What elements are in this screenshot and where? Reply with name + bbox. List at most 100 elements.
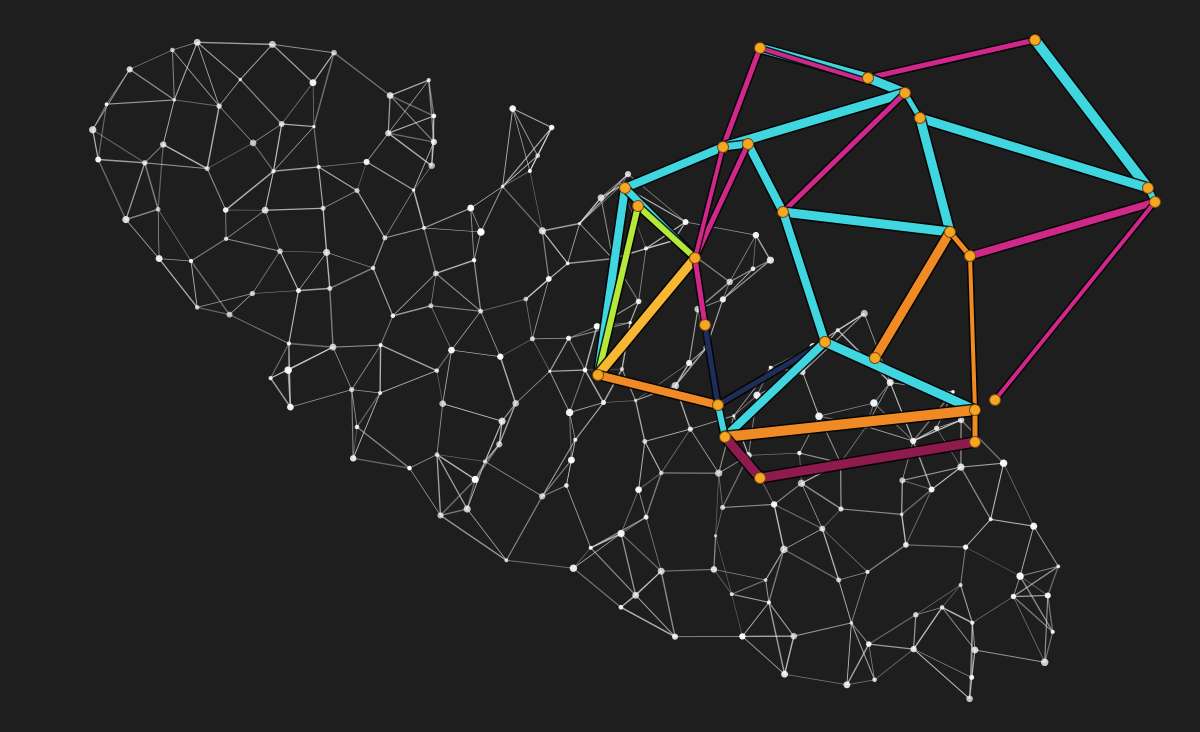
polyhedron-edge	[966, 198, 1159, 260]
mesh-edge	[742, 636, 785, 675]
mesh-edge	[584, 369, 605, 403]
polyhedron-edge	[635, 203, 698, 261]
mesh-edge	[532, 338, 551, 372]
mesh-node	[797, 450, 802, 456]
mesh-edge	[584, 326, 598, 371]
mesh-node	[478, 308, 484, 314]
mesh-edge	[298, 252, 327, 291]
mesh-edge	[129, 49, 173, 70]
mesh-edge	[172, 41, 198, 51]
mesh-node	[527, 169, 532, 173]
mesh-node	[835, 328, 840, 333]
mesh-node	[928, 486, 935, 493]
mesh-edge	[206, 168, 227, 211]
mesh-edge	[567, 257, 613, 265]
mesh-edge	[541, 484, 567, 497]
mesh-edge	[351, 389, 358, 428]
mesh-edge	[366, 132, 389, 163]
mesh-node	[567, 456, 575, 464]
mesh-edge	[512, 108, 531, 172]
mesh-node	[617, 529, 625, 538]
mesh-edge	[474, 443, 500, 480]
mesh-node	[768, 365, 773, 370]
mesh-node	[597, 194, 605, 202]
mesh-node	[497, 353, 504, 360]
mesh-edge	[290, 389, 352, 408]
mesh-edge	[1019, 575, 1049, 596]
mesh-edge	[941, 607, 976, 651]
mesh-edge	[685, 221, 756, 236]
mesh-edge	[821, 528, 840, 581]
mesh-node	[238, 77, 242, 82]
mesh-node	[223, 236, 229, 241]
mesh-edge	[1019, 575, 1054, 633]
mesh-edge	[905, 544, 966, 548]
mesh-edge	[451, 349, 501, 358]
mesh-node	[726, 278, 733, 286]
mesh-edge	[484, 461, 543, 497]
mesh-edge	[742, 602, 770, 637]
mesh-edge	[542, 222, 580, 232]
mesh-edge	[512, 108, 552, 128]
mesh-edge	[389, 95, 435, 143]
mesh-node	[431, 113, 437, 119]
mesh-edge	[505, 496, 543, 561]
mesh-node	[624, 171, 632, 178]
mesh-edge	[990, 518, 1034, 527]
mesh-edge	[541, 230, 569, 264]
mesh-node	[548, 124, 555, 131]
mesh-node	[633, 398, 638, 403]
mesh-node	[566, 335, 572, 341]
mesh-node	[903, 542, 909, 548]
mesh-edge	[413, 141, 435, 191]
polyhedron-vertex	[742, 138, 754, 150]
mesh-edge	[313, 126, 320, 167]
mesh-edge	[549, 371, 571, 413]
mesh-node	[849, 621, 854, 625]
mesh-edge	[312, 52, 335, 84]
mesh-node	[671, 633, 679, 640]
mesh-edge	[480, 298, 526, 312]
mesh-edge	[144, 144, 164, 164]
mesh-edge	[473, 260, 482, 312]
mesh-edge	[428, 80, 435, 143]
mesh-edge	[197, 293, 253, 308]
mesh-node	[538, 227, 547, 235]
mesh-edge	[225, 170, 274, 211]
polyhedron-vertex	[1029, 34, 1041, 46]
polyhedron-edge	[692, 141, 751, 261]
mesh-edge	[541, 459, 572, 497]
mesh-node	[819, 525, 826, 532]
mesh-node	[957, 463, 965, 471]
mesh-edge	[768, 549, 785, 603]
mesh-edge	[793, 622, 852, 637]
mesh-node	[671, 382, 680, 390]
mesh-edge	[272, 123, 283, 172]
mesh-node	[865, 569, 870, 574]
mesh-edge	[125, 219, 160, 259]
polyhedron-edge	[595, 203, 641, 378]
mesh-edge	[480, 186, 504, 233]
mesh-node	[463, 505, 471, 513]
mesh-node	[428, 162, 435, 169]
mesh-edge	[620, 606, 676, 638]
mesh-edge	[440, 514, 507, 561]
mesh-edge	[329, 288, 334, 348]
mesh-edge	[353, 457, 410, 469]
mesh-edge	[568, 412, 573, 461]
mesh-node	[204, 166, 210, 172]
polyhedron-edge	[721, 338, 829, 441]
mesh-edge	[333, 52, 391, 97]
mesh-edge	[384, 227, 425, 239]
mesh-node	[710, 566, 718, 573]
mesh-edge	[470, 207, 482, 233]
mesh-node	[766, 600, 771, 605]
mesh-edge	[722, 503, 775, 509]
mesh-edge	[913, 648, 972, 678]
mesh-edge	[549, 369, 586, 372]
mesh-edge	[715, 473, 720, 536]
mesh-edge	[392, 305, 432, 317]
mesh-edge	[537, 127, 553, 156]
mesh-node	[719, 296, 726, 303]
mesh-node	[628, 320, 632, 325]
